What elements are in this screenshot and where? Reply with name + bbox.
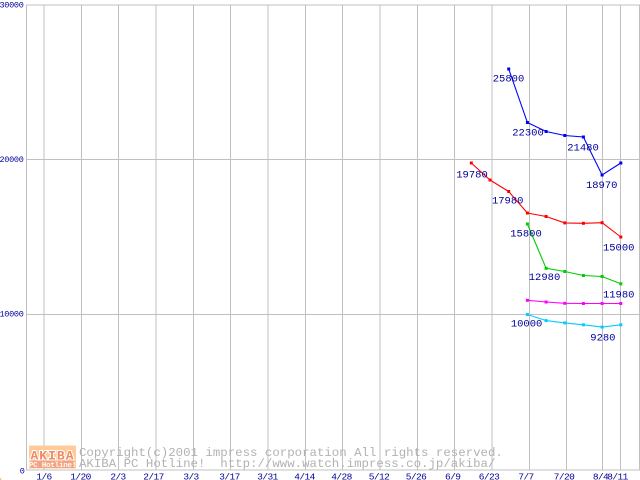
svg-text:AKIBA PC Hotline! http://www.: AKIBA PC Hotline! http://www.watch.impre… [79,457,495,471]
svg-text:4/28: 4/28 [331,472,352,480]
svg-text:11980: 11980 [603,290,635,302]
svg-text:12980: 12980 [529,272,561,284]
svg-text:7/7: 7/7 [518,472,533,480]
svg-text:18970: 18970 [586,180,618,192]
svg-text:19780: 19780 [456,170,488,182]
svg-text:AKIBA: AKIBA [30,449,74,464]
svg-text:10000: 10000 [0,310,24,320]
svg-text:6/9: 6/9 [445,472,461,480]
svg-text:25800: 25800 [493,74,525,86]
svg-text:3/17: 3/17 [219,472,239,480]
svg-text:15800: 15800 [510,229,542,241]
svg-text:17980: 17980 [492,196,524,208]
svg-text:6/23: 6/23 [479,472,500,480]
svg-text:5/26: 5/26 [406,472,427,480]
svg-text:Copyright(c)2001 impress corpo: Copyright(c)2001 impress corporation All… [79,446,503,460]
svg-text:8/4: 8/4 [593,472,609,480]
svg-text:PC Hotline!: PC Hotline! [29,462,76,470]
svg-text:15000: 15000 [603,243,635,255]
svg-text:30000: 30000 [0,1,24,11]
svg-text:21480: 21480 [567,143,599,155]
svg-text:1/20: 1/20 [70,472,91,480]
svg-text:8/11: 8/11 [607,472,628,480]
svg-text:2/3: 2/3 [110,472,126,480]
svg-text:20000: 20000 [0,155,24,165]
svg-text:1/6: 1/6 [36,472,52,480]
svg-text:2/17: 2/17 [143,472,163,480]
svg-text:10000: 10000 [511,319,543,331]
svg-text:9280: 9280 [590,333,615,345]
svg-text:5/12: 5/12 [369,472,390,480]
svg-text:3/3: 3/3 [183,472,199,480]
svg-text:0: 0 [20,467,25,477]
svg-text:22300: 22300 [512,128,544,140]
svg-text:3/31: 3/31 [257,472,278,480]
svg-text:7/20: 7/20 [554,472,575,480]
svg-text:4/14: 4/14 [294,472,315,480]
